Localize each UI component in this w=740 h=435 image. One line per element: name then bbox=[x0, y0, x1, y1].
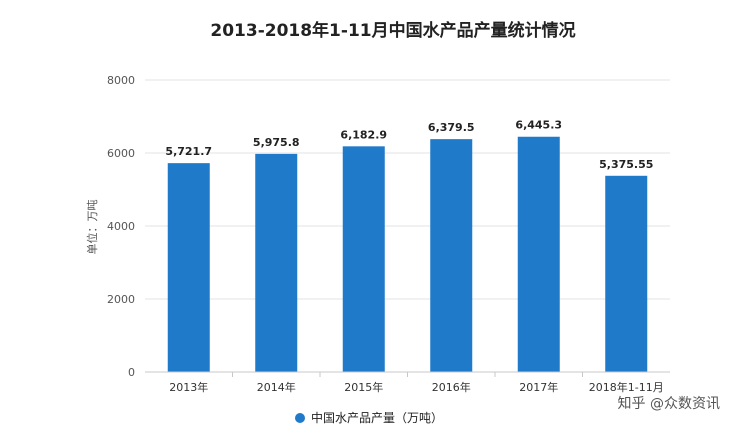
x-tick-label: 2018年1-11月 bbox=[589, 380, 664, 394]
legend: 中国水产品产量（万吨） bbox=[295, 410, 443, 425]
chart-title: 2013-2018年1-11月中国水产品产量统计情况 bbox=[210, 20, 575, 41]
y-tick-label: 6000 bbox=[107, 147, 135, 160]
x-tick-label: 2014年 bbox=[257, 380, 296, 394]
data-label: 5,375.55 bbox=[599, 158, 653, 171]
bar bbox=[167, 163, 210, 372]
watermark: 知乎 @众数资讯 bbox=[618, 395, 720, 412]
y-axis-ticks: 0 2000 4000 6000 8000 bbox=[107, 74, 135, 379]
data-label: 6,445.3 bbox=[515, 119, 562, 132]
x-tick-label: 2016年 bbox=[432, 380, 471, 394]
bar bbox=[255, 153, 298, 372]
x-axis-ticks: 2013年 2014年 2015年 2016年 2017年 2018年1-11月 bbox=[169, 372, 664, 394]
bar bbox=[517, 136, 560, 372]
y-tick-label: 8000 bbox=[107, 74, 135, 87]
y-tick-label: 4000 bbox=[107, 220, 135, 233]
x-tick-label: 2013年 bbox=[169, 380, 208, 394]
y-tick-label: 0 bbox=[128, 366, 135, 379]
gridlines bbox=[145, 79, 670, 300]
bars bbox=[167, 136, 648, 372]
data-labels: 5,721.7 5,975.8 6,182.9 6,379.5 6,445.3 5,375… bbox=[165, 119, 653, 171]
data-label: 6,379.5 bbox=[428, 121, 475, 134]
y-tick-label: 2000 bbox=[107, 293, 135, 306]
legend-label: 中国水产品产量（万吨） bbox=[311, 410, 443, 425]
x-tick-label: 2017年 bbox=[519, 380, 558, 394]
bar bbox=[605, 175, 648, 372]
y-axis-label: 单位：万吨 bbox=[85, 200, 99, 255]
data-label: 6,182.9 bbox=[340, 128, 387, 141]
legend-swatch bbox=[295, 413, 305, 423]
data-label: 5,721.7 bbox=[165, 145, 212, 158]
bar bbox=[430, 139, 473, 372]
bar bbox=[342, 146, 385, 372]
data-label: 5,975.8 bbox=[253, 136, 300, 149]
x-tick-label: 2015年 bbox=[344, 380, 383, 394]
